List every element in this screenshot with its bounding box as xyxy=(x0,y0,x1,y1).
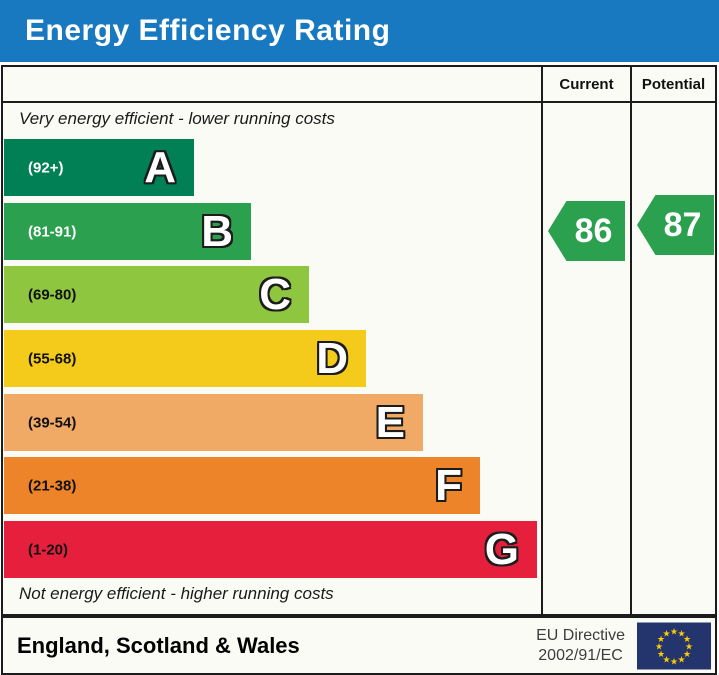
band-e-range: (39-54) xyxy=(28,414,77,431)
note-not-efficient: Not energy efficient - higher running co… xyxy=(19,584,334,603)
svg-text:★: ★ xyxy=(657,650,665,660)
eu-directive-label: EU Directive 2002/91/EC xyxy=(536,626,625,666)
band-f: (21-38) F xyxy=(4,457,480,514)
band-f-range: (21-38) xyxy=(28,477,77,494)
eu-flag-icon: ★ ★ ★ ★ ★ ★ ★ ★ ★ ★ ★ ★ xyxy=(637,622,711,669)
band-a-range: (92+) xyxy=(28,159,64,176)
column-header-current: Current xyxy=(559,75,614,93)
note-very-efficient: Very energy efficient - lower running co… xyxy=(19,109,335,128)
band-d: (55-68) D xyxy=(4,330,366,387)
column-header-potential: Potential xyxy=(641,75,706,93)
band-b: (81-91) B xyxy=(4,203,251,260)
band-g: (1-20) G xyxy=(4,521,537,578)
svg-text:★: ★ xyxy=(670,627,678,637)
svg-text:★: ★ xyxy=(657,635,665,645)
band-d-letter: D xyxy=(316,333,348,383)
region-label: England, Scotland & Wales xyxy=(17,632,300,658)
svg-text:★: ★ xyxy=(655,642,663,652)
band-e: (39-54) E xyxy=(4,394,423,451)
eu-directive-line2: 2002/91/EC xyxy=(538,646,623,664)
header-divider xyxy=(3,101,715,103)
svg-text:★: ★ xyxy=(685,642,693,652)
band-f-letter: F xyxy=(435,460,462,510)
column-divider-current xyxy=(541,67,543,614)
band-a: (92+) A xyxy=(4,139,194,196)
svg-text:★: ★ xyxy=(662,629,670,639)
eu-directive-line1: EU Directive xyxy=(536,626,625,644)
svg-text:★: ★ xyxy=(683,635,691,645)
band-b-range: (81-91) xyxy=(28,223,77,240)
band-e-letter: E xyxy=(375,397,405,447)
epc-chart: Current Potential Very energy efficient … xyxy=(1,65,717,616)
band-c-range: (69-80) xyxy=(28,286,77,303)
svg-text:★: ★ xyxy=(677,629,685,639)
footer: England, Scotland & Wales EU Directive 2… xyxy=(1,616,717,675)
svg-text:★: ★ xyxy=(670,657,678,667)
band-b-letter: B xyxy=(201,206,233,256)
band-c: (69-80) C xyxy=(4,266,309,323)
band-g-letter: G xyxy=(484,524,519,574)
svg-text:★: ★ xyxy=(677,655,685,665)
band-d-range: (55-68) xyxy=(28,350,77,367)
svg-text:★: ★ xyxy=(683,650,691,660)
band-g-range: (1-20) xyxy=(28,541,69,558)
potential-rating-arrow: 87 xyxy=(637,195,714,255)
band-a-letter: A xyxy=(144,142,176,192)
column-divider-potential xyxy=(630,67,632,614)
current-rating-arrow: 86 xyxy=(548,201,625,261)
title-bar: Energy Efficiency Rating xyxy=(0,0,719,62)
svg-text:★: ★ xyxy=(662,655,670,665)
page-title: Energy Efficiency Rating xyxy=(25,14,391,47)
band-c-letter: C xyxy=(259,269,291,319)
